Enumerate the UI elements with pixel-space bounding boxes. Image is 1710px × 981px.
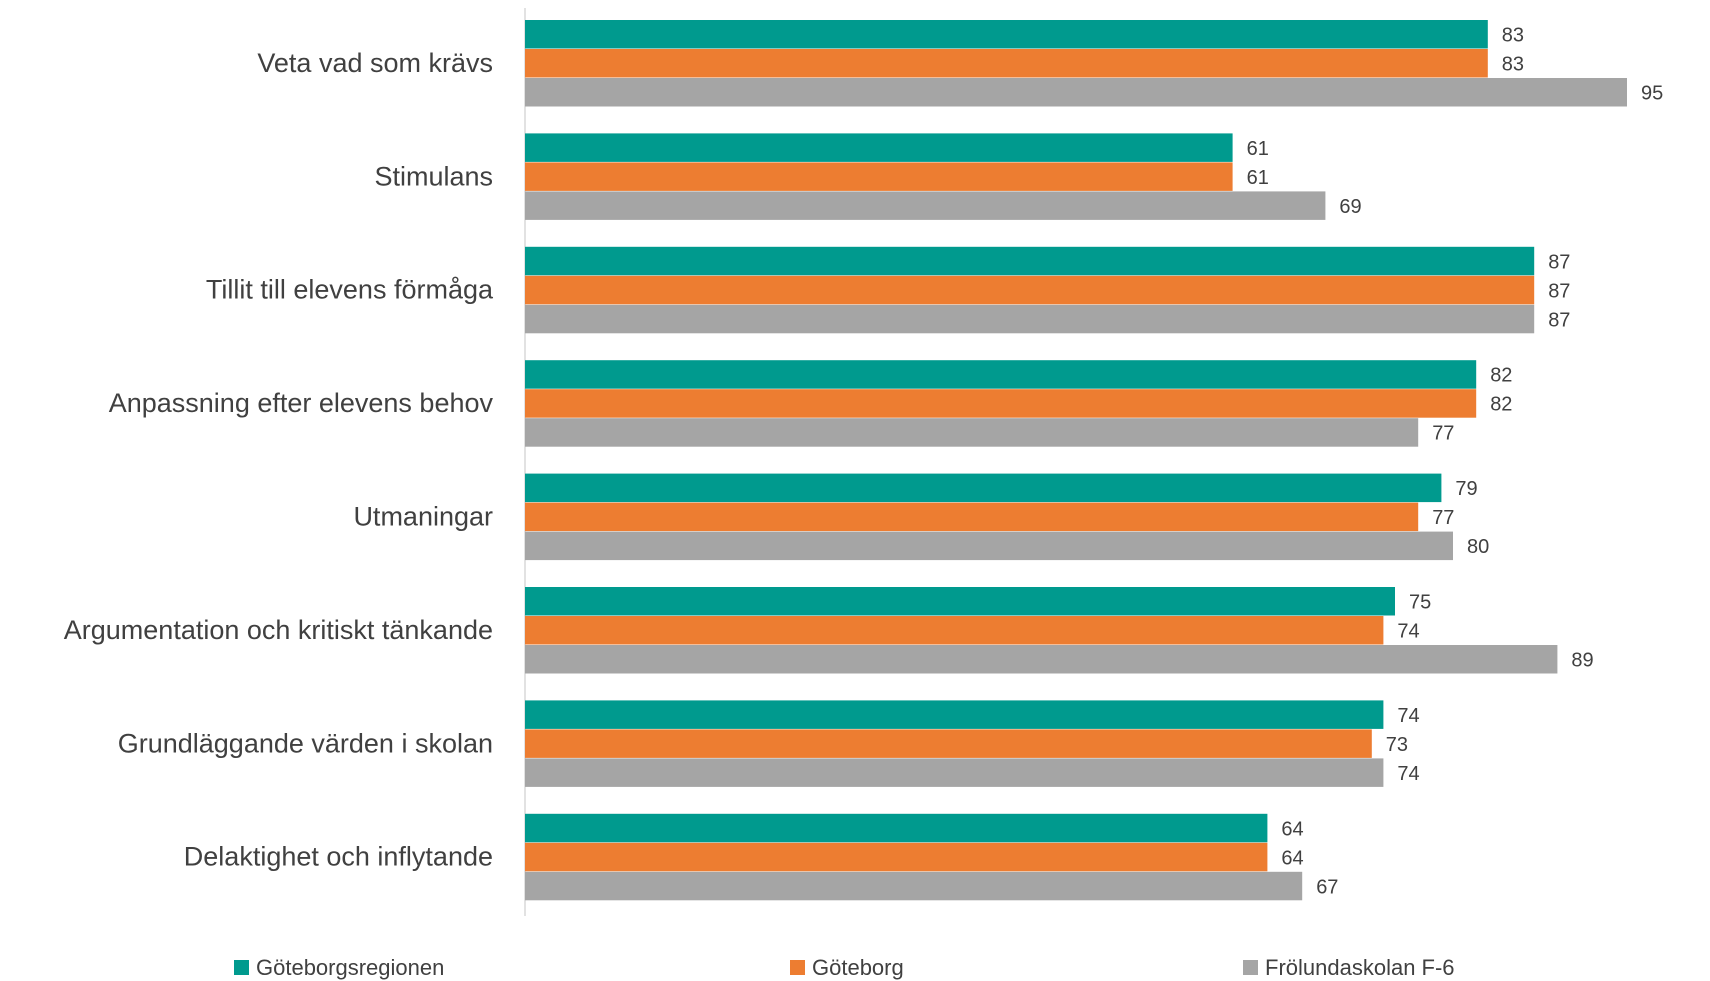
bar [525,360,1477,389]
value-label: 69 [1339,196,1361,218]
bar [525,246,1535,276]
category-label: Grundläggande värden i skolan [118,728,493,758]
category-label: Stimulans [374,161,493,191]
value-label: 87 [1548,280,1570,302]
bar [525,842,1268,872]
value-label: 61 [1247,138,1269,160]
bar [525,871,1303,901]
value-label: 64 [1281,818,1303,840]
value-label: 74 [1397,763,1419,785]
category-label: Veta vad som krävs [257,48,493,78]
value-label: 82 [1490,365,1512,387]
category-label: Delaktighet och inflytande [184,842,493,872]
value-label: 67 [1316,876,1338,898]
value-label: 82 [1490,394,1512,416]
bar [525,813,1268,843]
legend-label: Göteborg [812,955,904,980]
bar [525,531,1453,561]
value-label: 87 [1548,309,1570,331]
bar [525,191,1326,220]
bar [525,49,1488,78]
bar [525,418,1419,447]
bar [525,587,1395,616]
bar [525,133,1233,162]
bar [525,758,1384,787]
bar [525,275,1535,305]
bar [525,78,1627,107]
bar [525,389,1477,418]
bar [525,304,1535,334]
bar [525,473,1442,503]
value-label: 74 [1397,705,1419,727]
bar [525,645,1558,674]
value-label: 77 [1432,507,1454,529]
legend-swatch [1243,960,1258,975]
value-label: 77 [1432,423,1454,445]
value-label: 75 [1409,592,1431,614]
category-label: Utmaningar [353,501,493,531]
value-label: 79 [1455,478,1477,500]
value-label: 83 [1502,54,1524,76]
bar [525,729,1372,758]
legend-swatch [234,960,249,975]
category-label: Anpassning efter elevens behov [109,388,494,418]
value-label: 64 [1281,847,1303,869]
bar [525,700,1384,729]
value-label: 87 [1548,251,1570,273]
category-label: Tillit till elevens förmåga [206,275,494,305]
legend-swatch [790,960,805,975]
category-label: Argumentation och kritiskt tänkande [64,615,493,645]
bar [525,616,1384,645]
value-label: 83 [1502,25,1524,47]
legend-label: Göteborgsregionen [256,955,444,980]
bar [525,162,1233,191]
value-label: 73 [1386,734,1408,756]
value-label: 95 [1641,83,1663,105]
value-label: 61 [1247,167,1269,189]
value-label: 74 [1397,621,1419,643]
value-label: 89 [1571,650,1593,672]
bar [525,20,1488,49]
bar [525,502,1419,532]
legend-label: Frölundaskolan F-6 [1265,955,1455,980]
value-label: 80 [1467,536,1489,558]
